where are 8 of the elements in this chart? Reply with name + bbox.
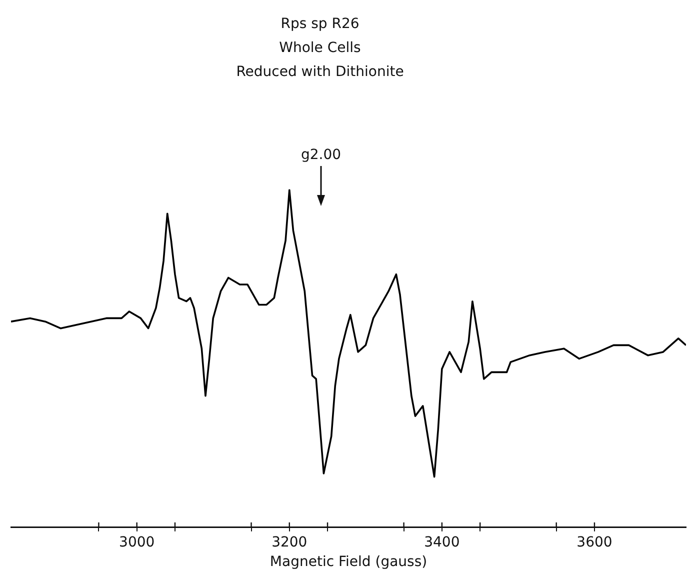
x-axis-title: Magnetic Field (gauss) (270, 554, 428, 570)
x-tick-label: 3400 (424, 534, 460, 550)
x-tick-label: 3200 (272, 534, 308, 550)
x-tick-label: 3000 (119, 534, 155, 550)
chart-subtitle: Whole Cells Reduced with Dithionite (235, 39, 405, 82)
text: g2.00 (300, 146, 342, 164)
x-tick-label: 3600 (576, 534, 612, 550)
chart-title: Rps sp R26 (280, 15, 360, 34)
